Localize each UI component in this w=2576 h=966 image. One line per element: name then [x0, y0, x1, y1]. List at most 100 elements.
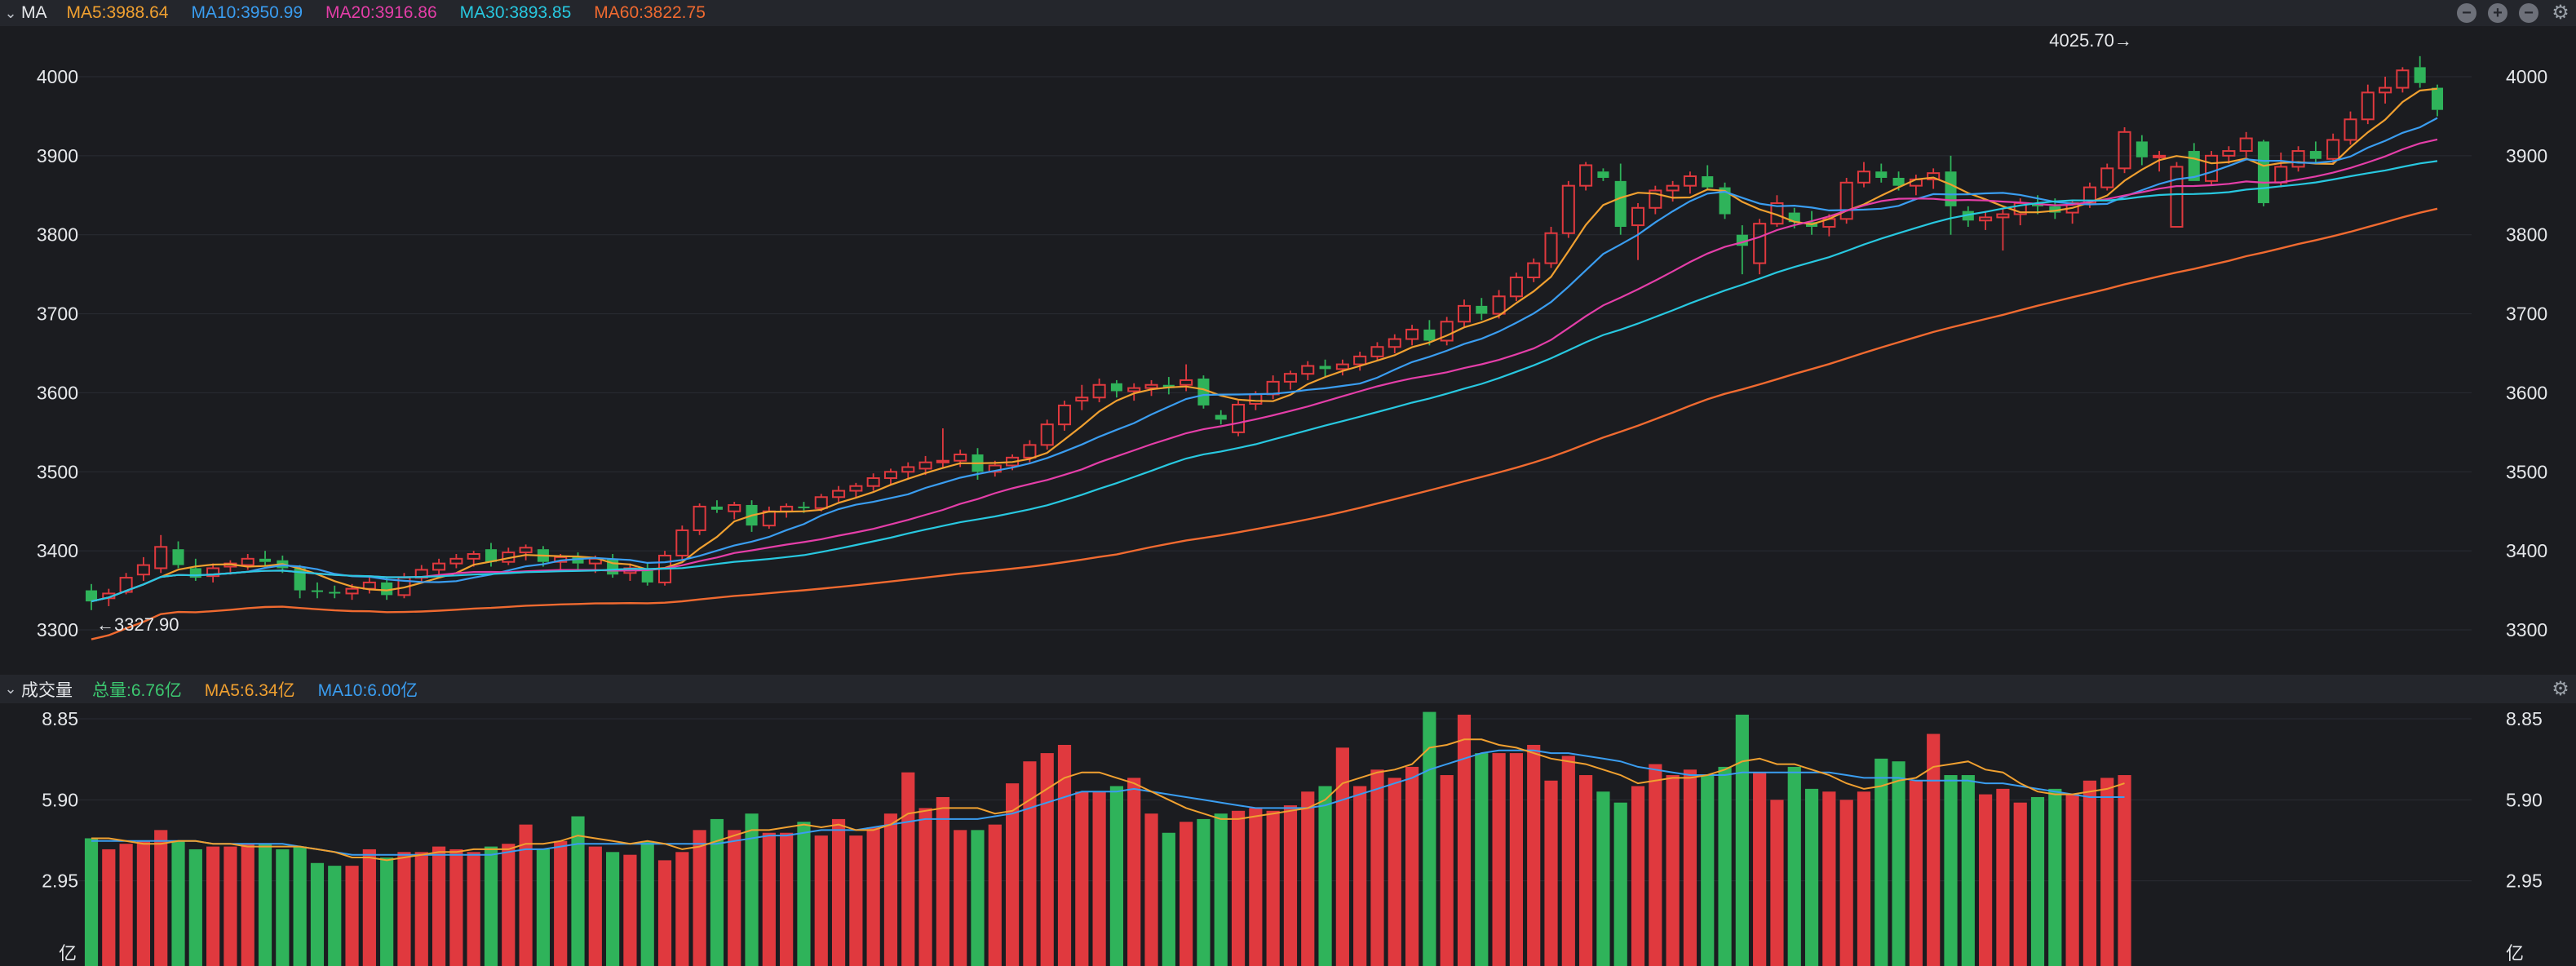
minus-circle-icon[interactable]: −	[2519, 3, 2538, 23]
volume-bar[interactable]	[988, 824, 1002, 966]
candle[interactable]	[414, 565, 428, 583]
candle[interactable]	[1945, 155, 1957, 235]
volume-bar[interactable]	[1909, 780, 1923, 966]
candle[interactable]	[467, 551, 480, 567]
volume-bar[interactable]	[1440, 775, 1454, 966]
candle[interactable]	[362, 578, 376, 594]
candle[interactable]	[1301, 361, 1315, 380]
candle[interactable]	[2379, 77, 2392, 104]
volume-bar[interactable]	[1509, 753, 1523, 966]
volume-bar[interactable]	[293, 846, 307, 966]
candle[interactable]	[172, 541, 184, 569]
volume-bar[interactable]	[119, 844, 133, 966]
volume-bar[interactable]	[1666, 775, 1680, 966]
candle[interactable]	[1319, 359, 1331, 378]
volume-bar[interactable]	[745, 813, 759, 966]
candle[interactable]	[1075, 384, 1089, 410]
candle[interactable]	[849, 482, 863, 498]
volume-bar[interactable]	[484, 846, 498, 966]
volume-bar[interactable]	[2013, 802, 2027, 966]
volume-bar[interactable]	[1040, 753, 1054, 966]
volume-bar[interactable]	[588, 846, 602, 966]
candle[interactable]	[1857, 162, 1871, 188]
candle[interactable]	[883, 468, 898, 485]
candle[interactable]	[1457, 299, 1472, 327]
volume-bar[interactable]	[241, 844, 255, 966]
candle[interactable]	[1979, 210, 1993, 230]
candle[interactable]	[641, 563, 653, 586]
candle[interactable]	[1057, 401, 1072, 431]
volume-bar[interactable]	[1579, 775, 1593, 966]
volume-bar[interactable]	[1979, 794, 1993, 966]
volume-bar[interactable]	[519, 824, 533, 966]
volume-bar[interactable]	[171, 840, 185, 966]
candle[interactable]	[1702, 165, 1714, 191]
volume-bar[interactable]	[310, 862, 325, 966]
candle[interactable]	[2291, 146, 2305, 172]
candle[interactable]	[1476, 298, 1488, 321]
volume-bar[interactable]	[606, 852, 620, 966]
candle[interactable]	[1579, 162, 1593, 191]
volume-bar[interactable]	[467, 852, 480, 966]
candle[interactable]	[1996, 207, 2010, 251]
gear-icon[interactable]: ⚙	[2552, 678, 2569, 700]
candle[interactable]	[1597, 168, 1609, 181]
candle[interactable]	[311, 582, 323, 599]
candle[interactable]	[1544, 227, 1558, 268]
volume-bar[interactable]	[1109, 786, 1124, 966]
volume-bar[interactable]	[1388, 778, 1401, 966]
volume-bar[interactable]	[136, 840, 151, 966]
collapse-chevron-icon[interactable]: ⌄	[4, 4, 17, 21]
volume-bar[interactable]	[1353, 786, 1367, 966]
volume-bar[interactable]	[1944, 775, 1958, 966]
volume-bar[interactable]	[1127, 778, 1141, 966]
volume-bar[interactable]	[728, 830, 741, 966]
volume-bar[interactable]	[2118, 775, 2131, 966]
volume-bar[interactable]	[1561, 756, 1575, 966]
volume-bar[interactable]	[1804, 788, 1819, 966]
volume-bar[interactable]	[1475, 753, 1489, 966]
volume-bar[interactable]	[449, 849, 463, 966]
candle[interactable]	[1753, 219, 1767, 275]
volume-bar[interactable]	[1180, 822, 1193, 966]
candle[interactable]	[936, 428, 949, 467]
candle[interactable]	[2205, 151, 2219, 186]
volume-bar[interactable]	[2065, 794, 2079, 966]
volume-bar[interactable]	[693, 830, 706, 966]
candle[interactable]	[1839, 177, 1853, 224]
volume-bar[interactable]	[710, 818, 724, 966]
candle[interactable]	[1162, 377, 1175, 395]
volume-bar[interactable]	[1283, 805, 1298, 966]
volume-bar[interactable]	[258, 844, 272, 966]
volume-bar[interactable]	[1162, 832, 1175, 966]
volume-bar[interactable]	[1683, 769, 1697, 966]
candle[interactable]	[728, 502, 741, 520]
volume-bar[interactable]	[1231, 810, 1246, 966]
candle[interactable]	[1561, 180, 1575, 238]
volume-bar[interactable]	[901, 772, 915, 966]
volume-bar[interactable]	[84, 838, 99, 966]
candle[interactable]	[119, 573, 133, 595]
volume-bar[interactable]	[1318, 786, 1332, 966]
candle[interactable]	[1649, 185, 1662, 215]
volume-bar[interactable]	[1544, 780, 1558, 966]
candle[interactable]	[2414, 55, 2426, 88]
candle[interactable]	[1283, 370, 1297, 390]
candlestick-chart[interactable]: 4000 4000 3900 3900 3800 3800 3700 3700 3600 3600…	[0, 26, 2576, 675]
volume-bar[interactable]	[1527, 744, 1541, 966]
candle[interactable]	[1405, 325, 1419, 346]
volume-bar[interactable]	[814, 835, 828, 966]
candle[interactable]	[780, 503, 794, 518]
candle[interactable]	[693, 503, 706, 535]
volume-bar[interactable]	[1092, 791, 1106, 966]
volume-bar[interactable]	[1822, 791, 1836, 966]
candle[interactable]	[1215, 410, 1227, 425]
volume-bar[interactable]	[1596, 791, 1610, 966]
volume-bar[interactable]	[276, 849, 290, 966]
volume-bar[interactable]	[1006, 783, 1020, 966]
volume-bar[interactable]	[188, 849, 202, 966]
candle[interactable]	[1736, 225, 1748, 275]
candle[interactable]	[1875, 163, 1888, 183]
candle[interactable]	[866, 473, 880, 491]
volume-bar[interactable]	[1301, 791, 1315, 966]
